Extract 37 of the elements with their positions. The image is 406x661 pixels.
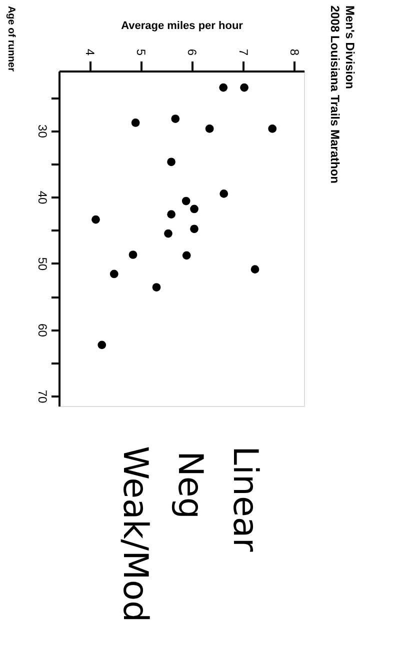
point [190, 204, 198, 214]
point [92, 215, 100, 224]
point [190, 224, 198, 234]
point [182, 251, 191, 260]
point [240, 83, 248, 92]
x-tick-label: 7 [236, 48, 250, 56]
point [128, 250, 138, 259]
point [219, 83, 228, 92]
x-axis-title: Average miles per hour [121, 20, 244, 32]
point [131, 118, 140, 127]
point [98, 340, 106, 350]
x-tick-label: 5 [134, 48, 148, 56]
point [167, 158, 176, 166]
x-tick-label: 8 [287, 48, 302, 56]
y-tick-label: 30 [36, 124, 50, 138]
point [182, 196, 190, 206]
point [164, 229, 172, 238]
y-axis-title: Age of runner [6, 6, 16, 72]
point [152, 283, 161, 292]
point [110, 270, 118, 278]
y-tick-label: 60 [36, 324, 50, 338]
y-tick-label: 70 [36, 390, 50, 404]
text: Linear [225, 446, 265, 552]
point [250, 265, 260, 274]
point [220, 190, 228, 198]
point [167, 210, 176, 218]
point [205, 124, 214, 133]
text: Neg [170, 451, 210, 519]
point [171, 114, 180, 123]
x-tick-label: 6 [185, 48, 200, 56]
x-tick-label: 4 [83, 48, 98, 56]
point [268, 124, 277, 133]
y-tick-label: 50 [36, 257, 50, 271]
y-tick-label: 40 [36, 190, 50, 205]
text: Weak/Mod [115, 446, 155, 622]
text: 2008 Louisiana Trails Marathon [328, 5, 342, 184]
text: Men's Division [343, 5, 357, 89]
